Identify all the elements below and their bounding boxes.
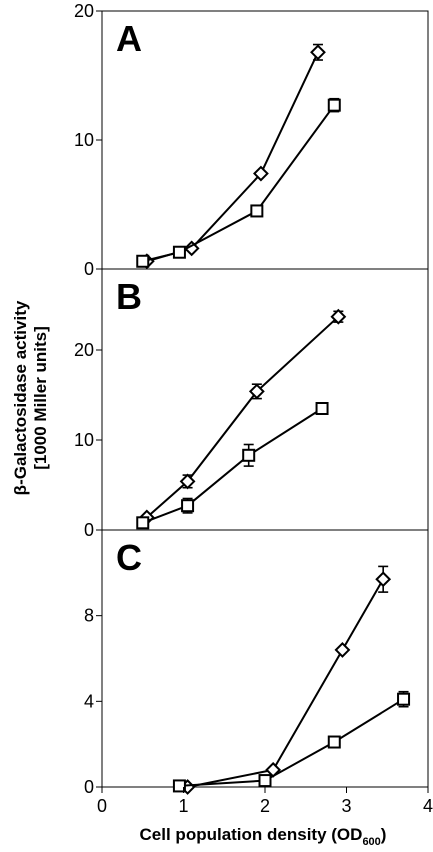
data-point-square [136, 254, 150, 268]
x-tick-label: 4 [423, 796, 433, 816]
y-axis-title: β-Galactosidase activity [1000 Miller un… [11, 300, 50, 495]
panel-frame [101, 268, 429, 531]
panel-frame [101, 10, 429, 270]
data-point-diamond [334, 642, 351, 658]
y-tick-label: 10 [74, 430, 94, 450]
data-point-diamond [375, 571, 392, 588]
data-point-diamond [248, 383, 265, 400]
x-axis-title-subscript: 600 [362, 836, 380, 848]
chart-panels: 0 10 20 A 0 10 20 B 0 4 8 C 0 1 2 3 4 [74, 1, 433, 816]
data-point-square [181, 499, 195, 513]
y-tick-label: 8 [84, 606, 94, 626]
data-point-square [242, 448, 256, 462]
panel-b: 0 10 20 B [74, 268, 429, 540]
data-point-diamond [310, 44, 326, 61]
x-axis-title: Cell population density (OD600) [140, 825, 387, 848]
data-point-square [327, 98, 341, 112]
data-point-square [327, 735, 341, 749]
series-line-diamond [187, 578, 385, 788]
panel-c: 0 4 8 C 0 1 2 3 4 [84, 529, 433, 816]
x-axis-title-main: Cell population density (OD [140, 825, 363, 844]
y-tick-label: 0 [84, 777, 94, 797]
data-point-square [250, 204, 264, 218]
y-tick-label: 20 [74, 1, 94, 21]
data-point-square [136, 516, 150, 530]
panel-a: 0 10 20 A [74, 1, 429, 279]
data-point-square [315, 402, 329, 415]
panel-frame [101, 529, 429, 788]
panel-label: A [116, 18, 142, 59]
y-tick-label: 0 [84, 520, 94, 540]
y-tick-label: 20 [74, 340, 94, 360]
x-tick-label: 0 [97, 796, 107, 816]
data-point-square [172, 779, 186, 793]
series-line-square [142, 104, 336, 263]
x-tick-label: 1 [178, 796, 188, 816]
y-tick-label: 0 [84, 259, 94, 279]
y-tick-label: 10 [74, 130, 94, 150]
series-line-diamond [146, 51, 319, 263]
series-line-square [142, 407, 323, 524]
data-point-diamond [253, 165, 269, 182]
series-line-diamond [146, 315, 340, 519]
y-axis-title-line2: [1000 Miller units] [31, 326, 50, 470]
panel-label: C [116, 537, 142, 578]
data-point-diamond [179, 473, 196, 490]
x-tick-label: 3 [341, 796, 351, 816]
data-point-square [397, 692, 411, 706]
y-tick-label: 4 [84, 691, 94, 711]
series-line-square [179, 698, 405, 787]
data-point-diamond [330, 308, 347, 325]
y-axis-title-line1: β-Galactosidase activity [11, 300, 30, 495]
svg-text:Cell population density (OD600: Cell population density (OD600) [140, 825, 387, 848]
x-tick-label: 2 [260, 796, 270, 816]
data-point-square [258, 774, 272, 788]
x-axis-title-close: ) [381, 825, 387, 844]
data-point-square [172, 245, 186, 259]
panel-label: B [116, 276, 142, 317]
